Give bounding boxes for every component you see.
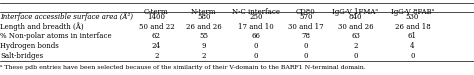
Text: 17 and 10: 17 and 10 — [238, 23, 274, 31]
Text: 9: 9 — [201, 42, 206, 50]
Text: 63: 63 — [351, 32, 360, 40]
Text: 580: 580 — [197, 13, 210, 21]
Text: Interface accessible surface area (Å²): Interface accessible surface area (Å²) — [0, 13, 133, 21]
Text: 66: 66 — [252, 32, 260, 40]
Text: 2: 2 — [201, 52, 206, 60]
Text: CD80: CD80 — [296, 8, 316, 16]
Text: IgG-V 8FABᵃ: IgG-V 8FABᵃ — [391, 8, 434, 16]
Text: 0: 0 — [254, 42, 258, 50]
Text: 4: 4 — [410, 42, 415, 50]
Text: 78: 78 — [301, 32, 310, 40]
Text: IgG-V 1FMAᵃ: IgG-V 1FMAᵃ — [332, 8, 379, 16]
Text: 530: 530 — [406, 13, 419, 21]
Text: 250: 250 — [249, 13, 263, 21]
Text: 26 and 18: 26 and 18 — [394, 23, 430, 31]
Text: C-term: C-term — [144, 8, 169, 16]
Text: Length and breadth (Å): Length and breadth (Å) — [0, 22, 83, 31]
Text: 0: 0 — [410, 52, 415, 60]
Text: 61: 61 — [408, 32, 417, 40]
Text: 30 and 26: 30 and 26 — [337, 23, 374, 31]
Text: N-C interface: N-C interface — [232, 8, 280, 16]
Text: ᵃ These pdb entries have been selected because of the similarity of their V-doma: ᵃ These pdb entries have been selected b… — [0, 64, 366, 70]
Text: 570: 570 — [299, 13, 312, 21]
Text: 840: 840 — [349, 13, 362, 21]
Text: 0: 0 — [353, 52, 358, 60]
Text: Salt-bridges: Salt-bridges — [0, 52, 43, 60]
Text: 55: 55 — [200, 32, 208, 40]
Text: N-term: N-term — [191, 8, 217, 16]
Text: 0: 0 — [254, 52, 258, 60]
Text: 2: 2 — [353, 42, 358, 50]
Text: 0: 0 — [303, 42, 308, 50]
Text: 24: 24 — [152, 42, 161, 50]
Text: Hydrogen bonds: Hydrogen bonds — [0, 42, 59, 50]
Text: 2: 2 — [154, 52, 159, 60]
Text: 30 and 17: 30 and 17 — [288, 23, 324, 31]
Text: % Non-polar atoms in interface: % Non-polar atoms in interface — [0, 32, 111, 40]
Text: 1400: 1400 — [147, 13, 165, 21]
Text: 0: 0 — [303, 52, 308, 60]
Text: 50 and 22: 50 and 22 — [138, 23, 174, 31]
Text: 26 and 26: 26 and 26 — [186, 23, 222, 31]
Text: 62: 62 — [152, 32, 161, 40]
